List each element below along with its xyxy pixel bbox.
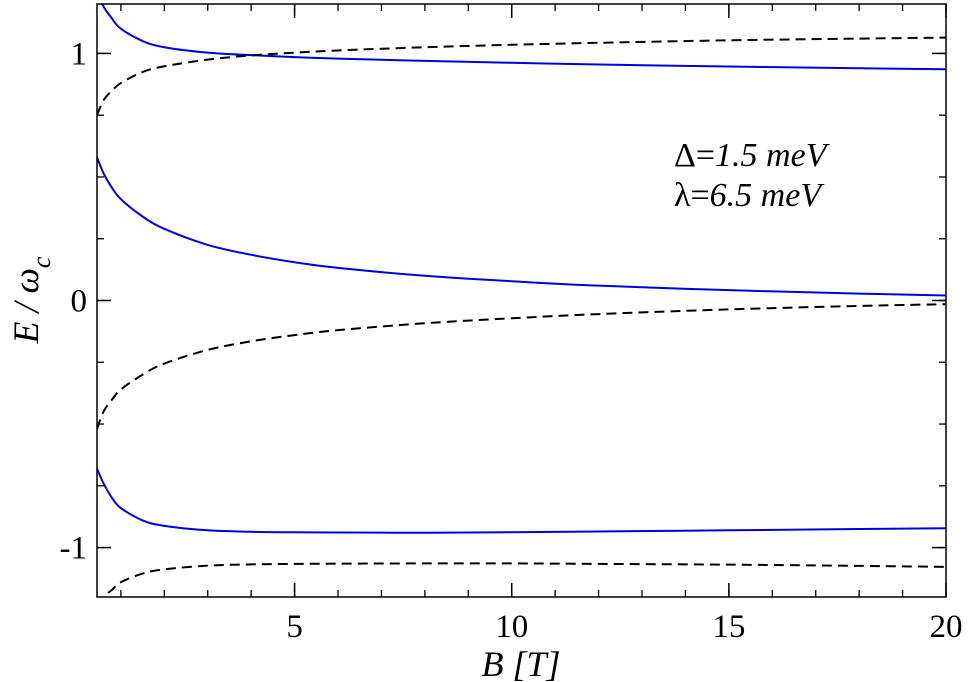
x-tick-label: 10	[495, 609, 528, 645]
annotation-lambda: λ=6.5 meV	[674, 177, 825, 214]
y-axis-title-main: E / ω	[6, 268, 46, 344]
tick-labels: 5 10 15 20 -1 0 1	[60, 36, 963, 645]
y-axis-title: E / ωc	[6, 256, 56, 344]
series-line-1-solid	[101, 4, 946, 71]
annotation-lambda-value: 6.5 meV	[710, 177, 826, 214]
y-axis-title-subscript: c	[27, 256, 56, 268]
series-line-6-dashed	[102, 562, 946, 597]
series-line-3-solid	[97, 156, 946, 297]
annotation-lambda-prefix: λ=	[674, 177, 710, 214]
series-layer	[97, 4, 946, 597]
series-line-2-dashed	[97, 36, 946, 116]
x-tick-label: 15	[712, 609, 745, 645]
y-tick-label: -1	[60, 531, 88, 567]
series-line-4-dashed	[97, 303, 946, 430]
x-tick-label: 5	[286, 609, 303, 645]
y-tick-label: 1	[71, 36, 88, 72]
annotation-delta-prefix: Δ=	[674, 137, 715, 174]
ticks-layer	[97, 4, 947, 597]
y-tick-label: 0	[71, 284, 88, 320]
x-axis-title: B [T]	[481, 644, 560, 682]
annotation-delta-value: 1.5 meV	[715, 137, 831, 174]
annotation-delta: Δ=1.5 meV	[674, 137, 831, 174]
x-tick-label: 20	[930, 609, 963, 645]
plot-frame	[96, 3, 947, 598]
series-line-5-solid	[97, 468, 946, 534]
